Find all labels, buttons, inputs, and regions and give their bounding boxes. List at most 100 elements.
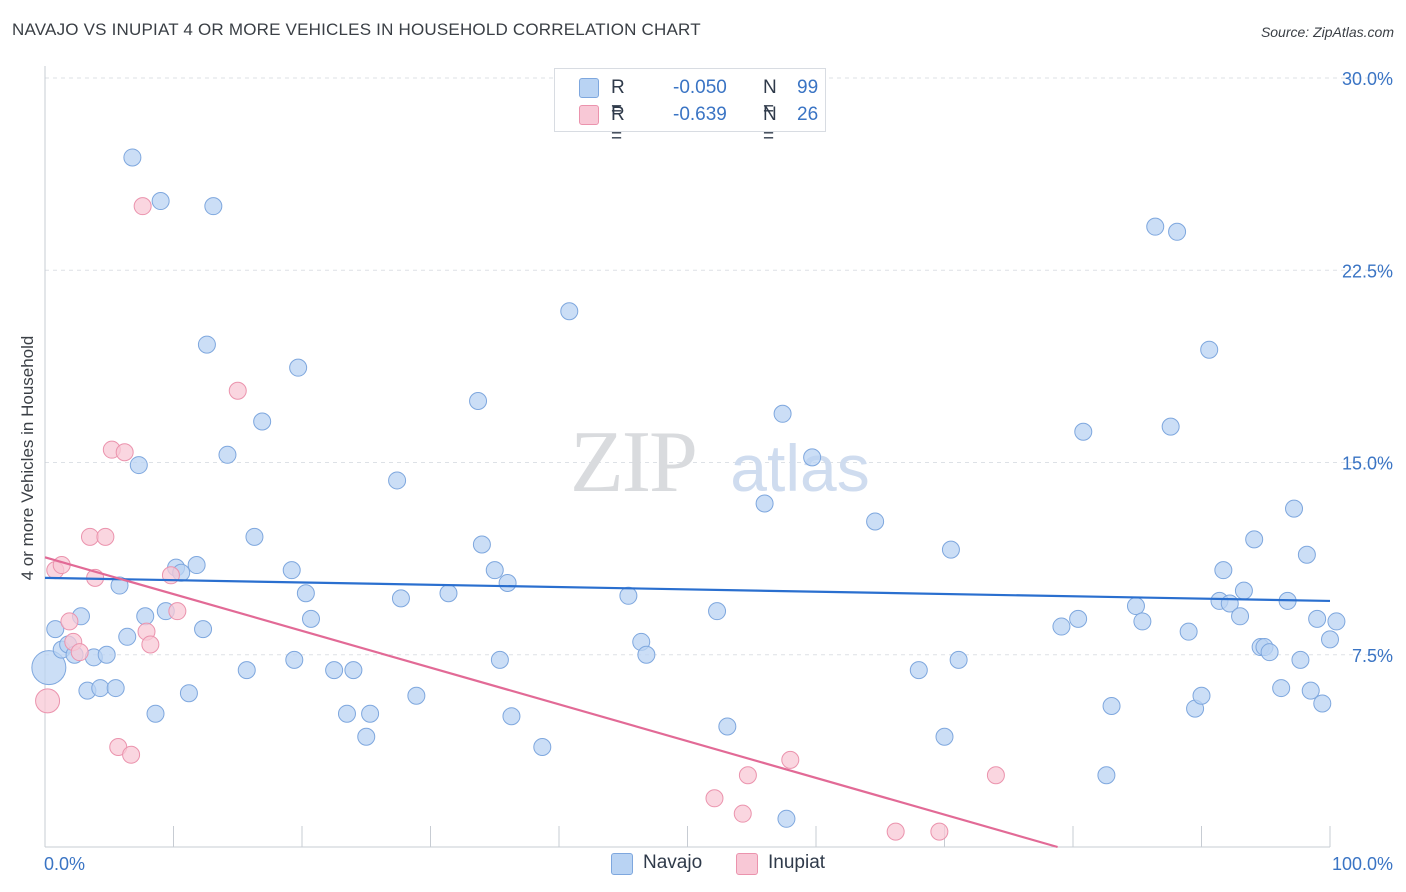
inupiat-swatch	[579, 105, 599, 125]
inupiat-point	[122, 745, 141, 764]
navajo-point	[391, 589, 410, 608]
inupiat-point	[115, 443, 134, 462]
navajo-point	[755, 494, 774, 513]
inupiat-point	[70, 643, 89, 662]
navajo-point	[218, 445, 237, 464]
navajo-point	[1231, 607, 1250, 626]
navajo-point	[296, 584, 315, 603]
inupiat-r-value: -0.639	[673, 104, 727, 125]
inupiat-legend-label: Inupiat	[768, 852, 826, 873]
navajo-point	[46, 620, 65, 639]
navajo-point	[439, 584, 458, 603]
navajo-point	[245, 527, 264, 546]
inupiat-point	[168, 602, 187, 621]
navajo-point	[803, 448, 822, 467]
inupiat-point	[886, 822, 905, 841]
navajo-point	[1179, 622, 1198, 641]
navajo-point	[1214, 561, 1233, 580]
navajo-legend-swatch	[611, 853, 633, 875]
navajo-point	[407, 686, 426, 705]
inupiat-point	[930, 822, 949, 841]
navajo-trend-line	[44, 576, 1331, 603]
navajo-point	[469, 391, 488, 410]
watermark-atlas: atlas	[730, 431, 869, 505]
navajo-swatch	[579, 78, 599, 98]
navajo-point	[344, 661, 363, 680]
navajo-point	[1272, 679, 1291, 698]
inupiat-point	[781, 750, 800, 769]
navajo-point	[560, 302, 579, 321]
navajo-point	[949, 650, 968, 669]
navajo-point	[151, 192, 170, 211]
navajo-point	[1260, 643, 1279, 662]
navajo-point	[187, 556, 206, 575]
navajo-point	[472, 535, 491, 554]
navajo-point	[110, 576, 129, 595]
navajo-point	[237, 661, 256, 680]
navajo-point	[1097, 766, 1116, 785]
inupiat-point	[228, 381, 247, 400]
watermark-zip: ZIP	[570, 414, 696, 511]
navajo-point	[637, 645, 656, 664]
navajo-point	[1102, 697, 1121, 716]
inupiat-n-label: N =	[763, 104, 777, 147]
navajo-point	[31, 650, 67, 686]
navajo-point	[123, 148, 142, 167]
chart-title: NAVAJO VS INUPIAT 4 OR MORE VEHICLES IN …	[12, 20, 701, 39]
y-tick-label: 7.5%	[1352, 646, 1393, 666]
navajo-point	[1168, 222, 1187, 241]
navajo-point	[91, 679, 110, 698]
inupiat-point	[133, 197, 152, 216]
navajo-point	[1069, 609, 1088, 628]
navajo-point	[197, 335, 216, 354]
navajo-point	[325, 661, 344, 680]
navajo-point	[777, 809, 796, 828]
inupiat-legend-swatch	[736, 853, 758, 875]
navajo-point	[1285, 499, 1304, 518]
x-tick-label: 0.0%	[44, 854, 85, 874]
inupiat-point	[733, 804, 752, 823]
navajo-point	[1321, 630, 1339, 649]
navajo-point	[179, 684, 198, 703]
inupiat-point	[35, 688, 61, 714]
navajo-point	[498, 573, 517, 592]
correlation-legend: R = -0.050 N = 99 R = -0.639 N = 26	[554, 68, 826, 147]
navajo-point	[866, 512, 885, 531]
y-tick-label: 30.0%	[1342, 69, 1393, 89]
navajo-point	[97, 645, 116, 664]
navajo-point	[282, 561, 301, 580]
navajo-point	[708, 602, 727, 621]
navajo-point	[490, 650, 509, 669]
y-tick-label: 22.5%	[1342, 261, 1393, 281]
inupiat-r-label: R =	[611, 104, 625, 147]
navajo-point	[194, 620, 213, 639]
inupiat-point	[60, 612, 79, 631]
navajo-point	[337, 704, 356, 723]
navajo-point	[485, 561, 504, 580]
navajo-point	[619, 586, 638, 605]
source-label: Source: ZipAtlas.com	[1260, 24, 1394, 40]
navajo-point	[301, 609, 320, 628]
navajo-point	[1052, 617, 1071, 636]
inupiat-point	[141, 635, 160, 654]
inupiat-point	[96, 527, 115, 546]
navajo-point	[502, 707, 521, 726]
navajo-point	[1291, 650, 1310, 669]
y-tick-label: 15.0%	[1342, 454, 1393, 474]
navajo-point	[1200, 340, 1219, 359]
inupiat-point	[80, 527, 99, 546]
navajo-point	[118, 627, 137, 646]
inupiat-trend-line	[44, 556, 1058, 849]
navajo-point	[1297, 545, 1316, 564]
navajo-point	[1133, 612, 1152, 631]
navajo-point	[1234, 581, 1253, 600]
navajo-point	[285, 650, 304, 669]
navajo-point	[1146, 217, 1165, 236]
y-axis-label: 4 or more Vehicles in Household	[18, 335, 37, 581]
navajo-point	[129, 456, 148, 475]
navajo-point	[253, 412, 272, 431]
navajo-point	[357, 727, 376, 746]
navajo-point	[388, 471, 407, 490]
x-tick-label: 100.0%	[1332, 854, 1393, 874]
navajo-point	[773, 404, 792, 423]
